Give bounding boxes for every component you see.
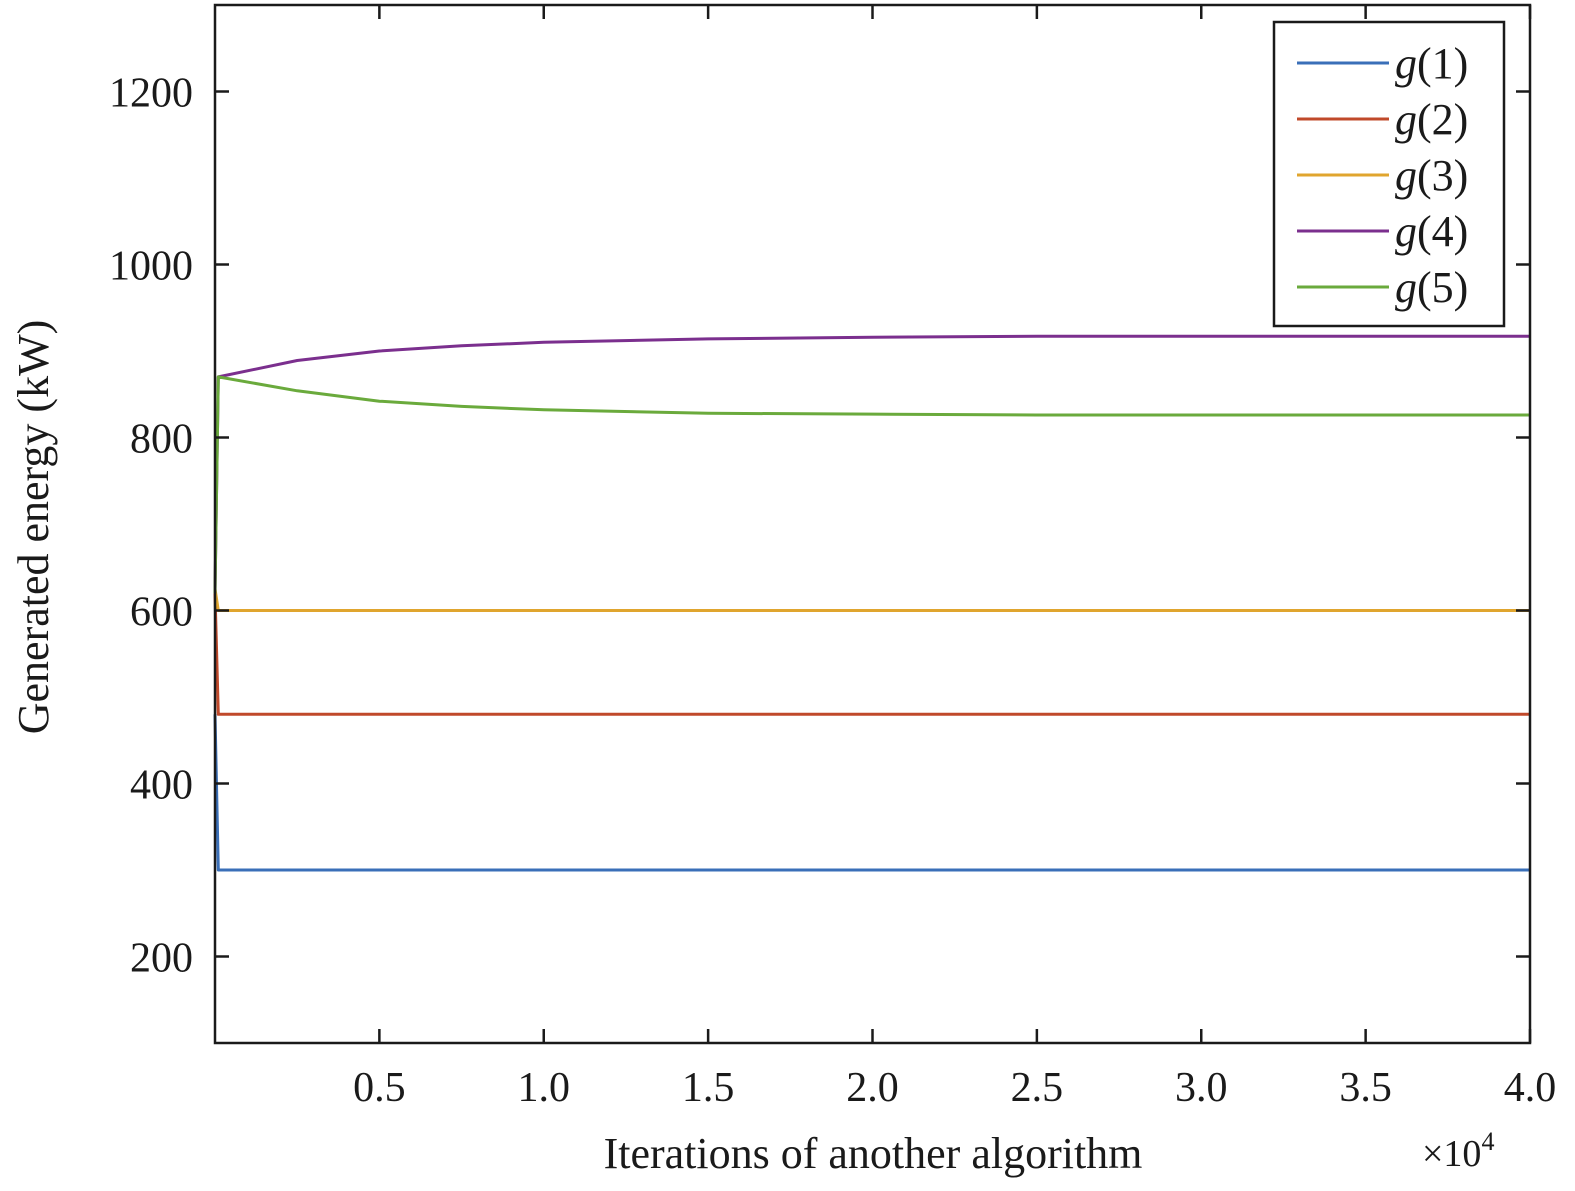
y-tick-label: 400 bbox=[130, 763, 193, 809]
legend-label-base: g bbox=[1395, 95, 1417, 144]
x-tick-label: 3.0 bbox=[1175, 1065, 1228, 1111]
x-multiplier-exponent: 4 bbox=[1481, 1127, 1494, 1156]
x-tick-label: 4.0 bbox=[1504, 1065, 1557, 1111]
x-tick-label: 1.5 bbox=[682, 1065, 735, 1111]
series-line-1 bbox=[213, 714, 1530, 872]
series-layer bbox=[213, 334, 1530, 872]
legend-label-arg: (4) bbox=[1417, 207, 1468, 256]
y-tick-label: 1200 bbox=[109, 71, 193, 117]
y-tick-label: 600 bbox=[130, 590, 193, 636]
series-line-5 bbox=[213, 375, 1530, 594]
y-tick-label: 800 bbox=[130, 417, 193, 463]
y-tick-label: 1000 bbox=[109, 244, 193, 290]
x-tick-label: 3.5 bbox=[1339, 1065, 1392, 1111]
series-line-3 bbox=[213, 588, 1530, 612]
x-tick-label: 0.5 bbox=[353, 1065, 406, 1111]
x-axis-label: Iterations of another algorithm bbox=[604, 1129, 1143, 1178]
y-tick-label: 200 bbox=[130, 936, 193, 982]
legend-label-1: g(1) bbox=[1395, 39, 1468, 88]
legend-label-base: g bbox=[1395, 263, 1417, 312]
x-axis-multiplier: ×104 bbox=[1422, 1127, 1494, 1175]
x-tick-label: 1.0 bbox=[518, 1065, 571, 1111]
x-tick-label: 2.0 bbox=[846, 1065, 899, 1111]
legend-label-arg: (3) bbox=[1417, 151, 1468, 200]
legend-label-5: g(5) bbox=[1395, 263, 1468, 312]
legend-label-arg: (5) bbox=[1417, 263, 1468, 312]
ticks-layer: 0.5 1.0 1.5 2.0 2.5 3.0 3.5 4.0 200 400 600 800 1000… bbox=[109, 5, 1556, 1111]
legend-label-base: g bbox=[1395, 207, 1417, 256]
legend-label-2: g(2) bbox=[1395, 95, 1468, 144]
legend: g(1)g(2)g(3)g(4)g(5) bbox=[1272, 20, 1506, 328]
x-tick-label: 2.5 bbox=[1011, 1065, 1064, 1111]
x-multiplier-base: ×10 bbox=[1422, 1133, 1481, 1175]
legend-label-arg: (2) bbox=[1417, 95, 1468, 144]
series-line-4 bbox=[213, 334, 1530, 594]
legend-label-base: g bbox=[1395, 151, 1417, 200]
legend-label-3: g(3) bbox=[1395, 151, 1468, 200]
legend-label-4: g(4) bbox=[1395, 207, 1468, 256]
y-axis-label: Generated energy (kW) bbox=[9, 320, 58, 735]
legend-label-base: g bbox=[1395, 39, 1417, 88]
legend-label-arg: (1) bbox=[1417, 39, 1468, 88]
